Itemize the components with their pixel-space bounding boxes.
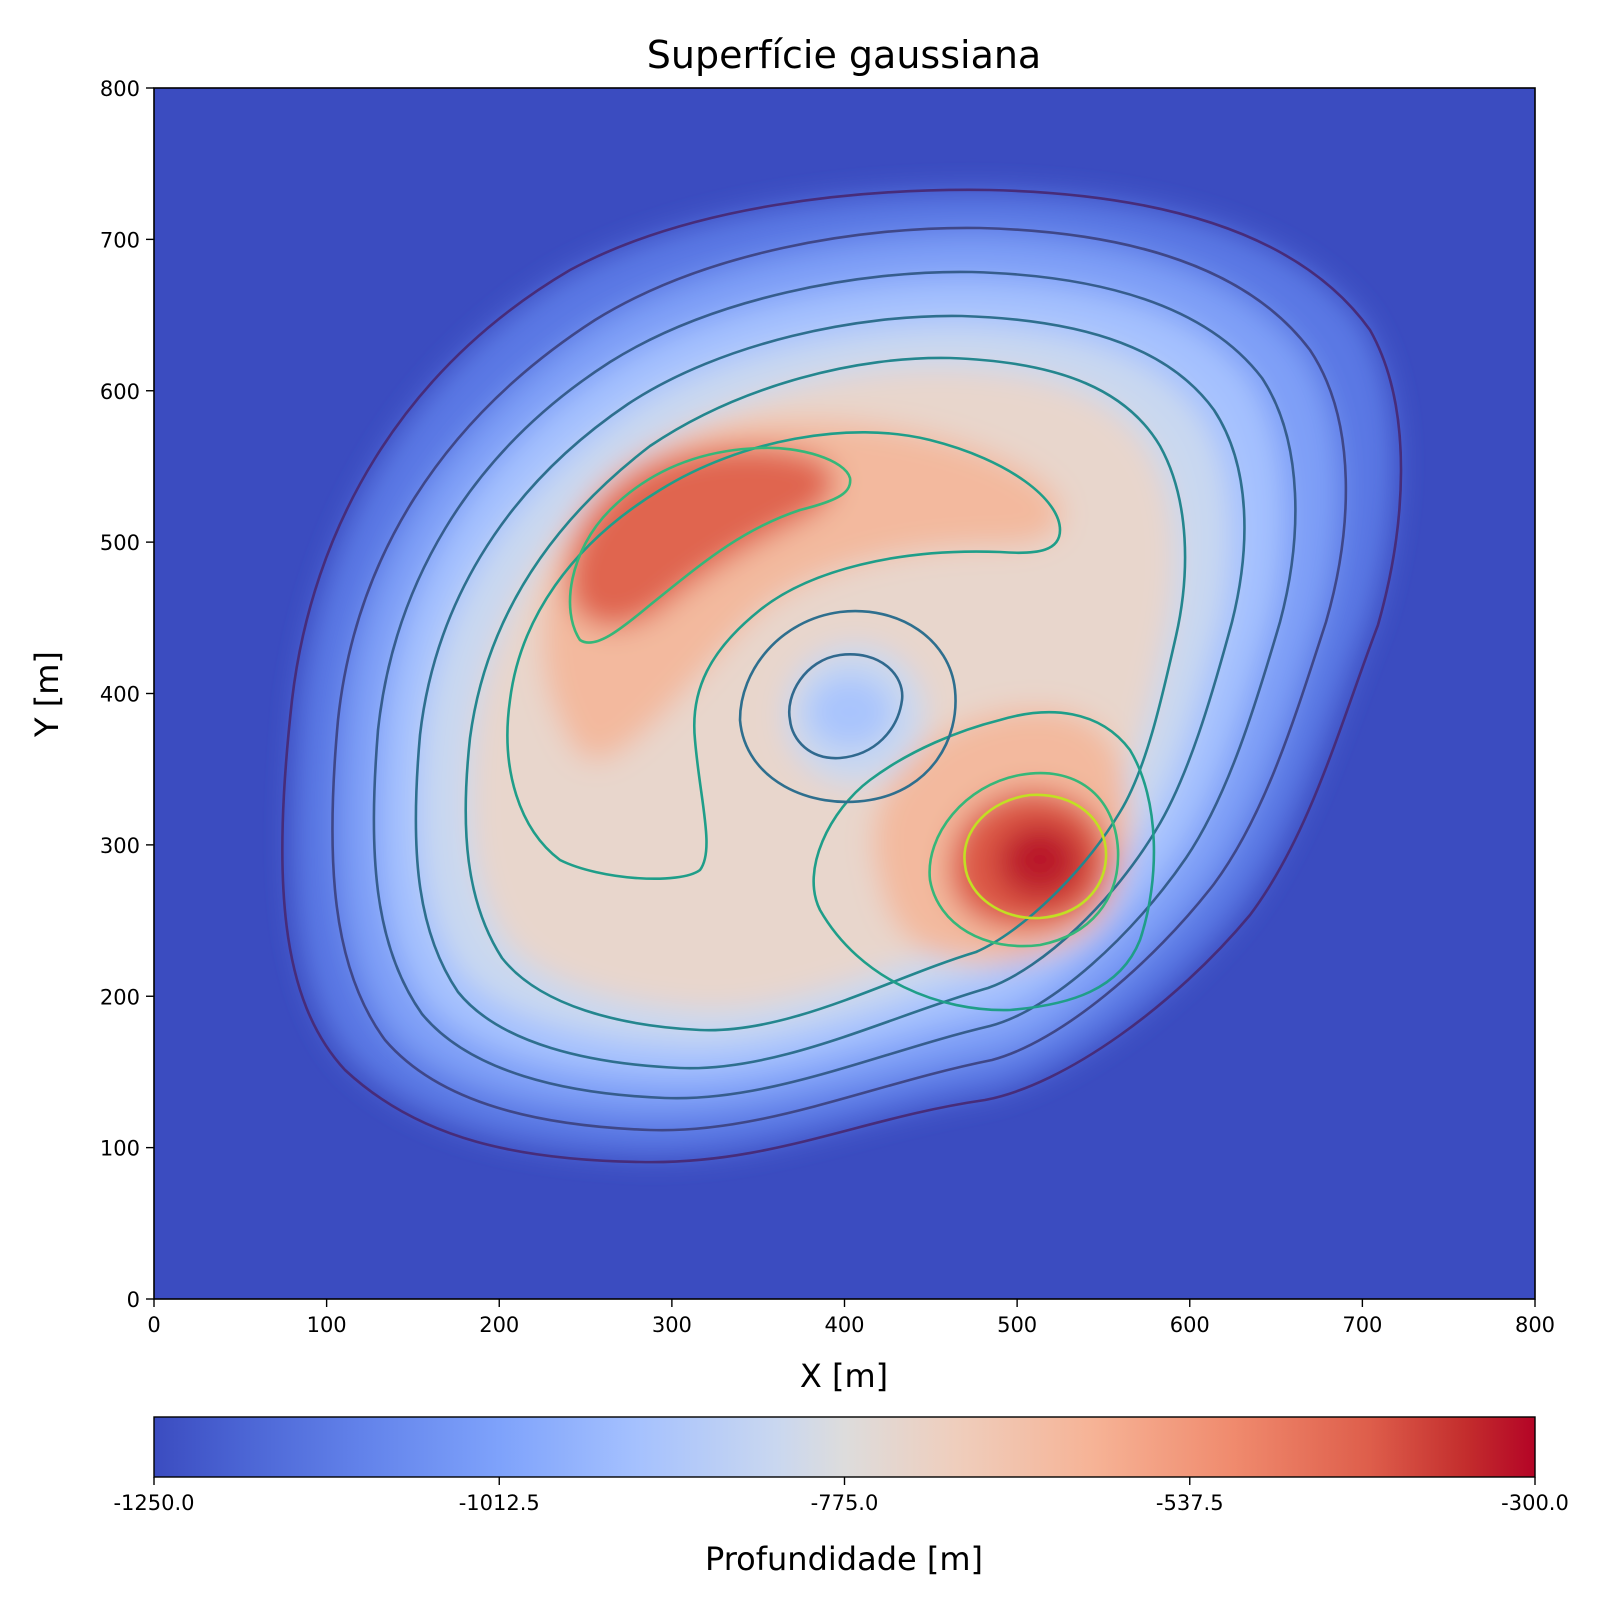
x-tick-label: 200	[479, 1313, 519, 1337]
colorbar-tick-label: -537.5	[1156, 1491, 1224, 1515]
depth-band-13	[808, 676, 892, 748]
contour-line-5	[464, 356, 1187, 1032]
x-axis-label: X [m]	[800, 1357, 888, 1395]
x-tick-label: 800	[1515, 1313, 1555, 1337]
y-tick-label: 800	[100, 77, 140, 101]
y-tick-label: 500	[100, 531, 140, 555]
contour-line-6	[506, 431, 1062, 881]
x-tick-label: 700	[1342, 1313, 1382, 1337]
x-tick-label: 500	[997, 1313, 1037, 1337]
y-tick-label: 600	[100, 380, 140, 404]
x-tick-label: 100	[307, 1313, 347, 1337]
colorbar-tick-label: -300.0	[1501, 1491, 1569, 1515]
plot-area	[154, 88, 1535, 1299]
colorbar-tick-label: -1012.5	[459, 1491, 540, 1515]
x-tick-label: 600	[1170, 1313, 1210, 1337]
y-tick-label: 300	[100, 834, 140, 858]
contour-line-10	[568, 446, 852, 644]
y-axis: 0 100 200 300 400 500 600 700 800	[100, 77, 154, 1312]
colorbar	[153, 1416, 1536, 1478]
x-tick-label: 300	[652, 1313, 692, 1337]
y-tick-label: 0	[127, 1288, 140, 1312]
depth-band-11	[1022, 842, 1058, 874]
y-tick-label: 200	[100, 985, 140, 1009]
x-tick-label: 0	[147, 1313, 160, 1337]
contour-line-2	[331, 226, 1348, 1132]
y-tick-label: 400	[100, 683, 140, 707]
chart-title: Superfície gaussiana	[647, 33, 1041, 77]
y-tick-label: 700	[100, 228, 140, 252]
contour-lines	[281, 188, 1403, 1164]
contour-line-1	[281, 188, 1403, 1164]
colorbar-tick-label: -1250.0	[113, 1491, 194, 1515]
x-tick-label: 400	[824, 1313, 864, 1337]
contour-line-3	[372, 270, 1297, 1100]
y-axis-label: Y [m]	[28, 651, 66, 738]
contour-line-7	[812, 710, 1156, 1012]
depth-band-8	[568, 446, 836, 628]
contour-line-12	[963, 793, 1108, 920]
contour-line-9	[787, 653, 904, 760]
colorbar-ticks: -1250.0 -1012.5 -775.0 -537.5 -300.0	[113, 1477, 1569, 1515]
contour-line-11	[928, 771, 1120, 948]
colorbar-tick-label: -775.0	[811, 1491, 879, 1515]
contour-line-8	[738, 609, 957, 804]
x-axis: 0 100 200 300 400 500 600 700 800	[147, 1299, 1555, 1337]
depth-field	[292, 191, 1395, 1157]
colorbar-label: Profundidade [m]	[705, 1540, 983, 1578]
y-tick-label: 100	[100, 1137, 140, 1161]
